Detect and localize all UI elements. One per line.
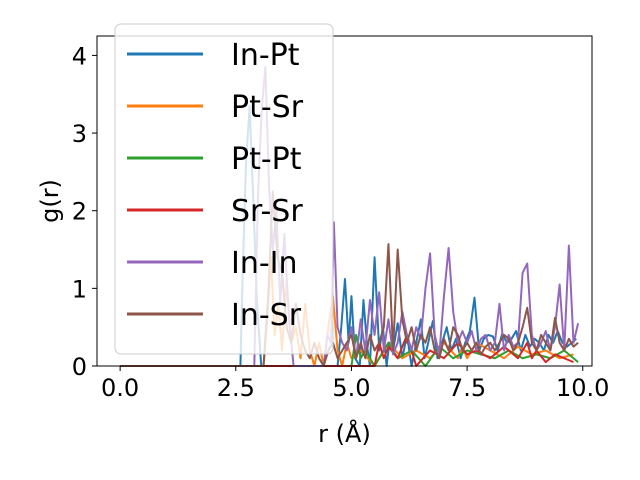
x-tick-label: 0.0 [101, 374, 139, 402]
legend-label-sr-sr: Sr-Sr [231, 194, 303, 229]
y-axis-label: g(r) [36, 179, 64, 223]
ticks-layer: 0.0 2.5 5.0 7.5 10.0 0 1 2 3 4 [72, 42, 610, 402]
legend-label-in-in: In-In [231, 246, 298, 281]
legend-label-pt-sr: Pt-Sr [231, 90, 304, 125]
y-tick-label: 4 [72, 42, 87, 70]
legend: In-Pt Pt-Sr Pt-Pt Sr-Sr In-In In-Sr [114, 23, 334, 355]
y-tick-label: 3 [72, 120, 87, 148]
x-axis-label: r (Å) [318, 419, 371, 448]
y-tick-label: 0 [72, 353, 87, 381]
x-tick-label: 10.0 [556, 374, 609, 402]
legend-label-in-sr: In-Sr [231, 298, 302, 333]
y-tick-label: 1 [72, 275, 87, 303]
legend-label-in-pt: In-Pt [231, 38, 300, 73]
x-tick-label: 2.5 [217, 374, 255, 402]
series-line-in-pt [120, 104, 577, 367]
series-line-sr-sr [120, 333, 574, 367]
plot-frame [96, 35, 593, 367]
y-tick-label: 2 [72, 198, 87, 226]
x-tick-label: 5.0 [332, 374, 370, 402]
x-tick-label: 7.5 [448, 374, 486, 402]
legend-label-pt-pt: Pt-Pt [231, 142, 302, 177]
series-line-pt-pt [120, 333, 579, 367]
